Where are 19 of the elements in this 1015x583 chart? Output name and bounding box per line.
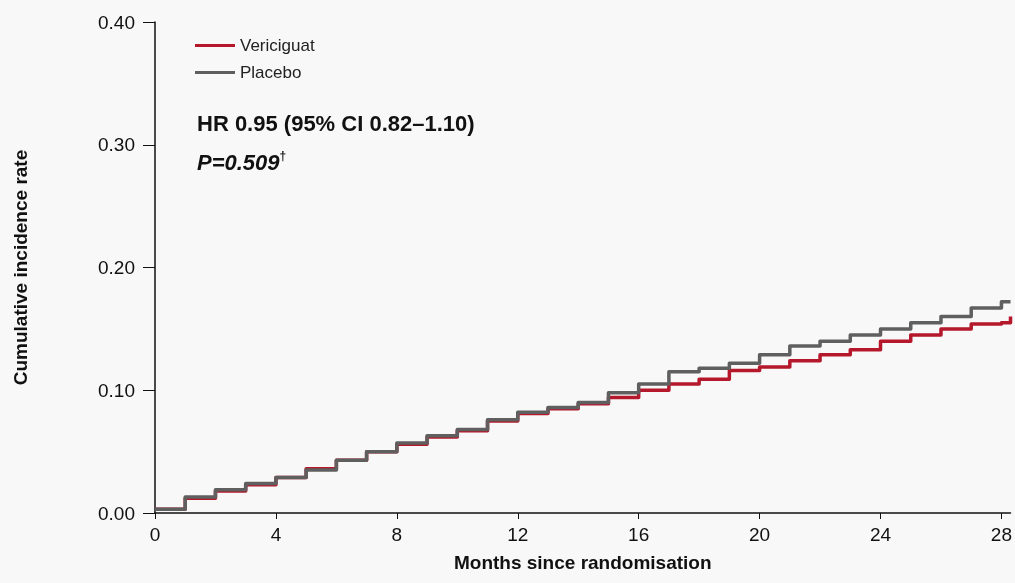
y-tick-label: 0.10 bbox=[98, 379, 135, 401]
x-tick-label: 24 bbox=[869, 524, 892, 545]
annotation: P=0.509† bbox=[197, 149, 287, 175]
x-tick-label: 4 bbox=[270, 524, 282, 545]
x-tick-label: 8 bbox=[391, 524, 403, 545]
legend-label: Vericiguat bbox=[240, 36, 315, 55]
x-tick-label: 0 bbox=[149, 524, 161, 545]
y-tick-label: 0.30 bbox=[98, 134, 135, 156]
x-tick-label: 20 bbox=[749, 524, 771, 545]
annotation: HR 0.95 (95% CI 0.82–1.10) bbox=[197, 110, 475, 136]
y-tick-label: 0.00 bbox=[98, 502, 135, 524]
legend-label: Placebo bbox=[240, 63, 302, 82]
x-axis-title: Months since randomisation bbox=[453, 552, 712, 573]
x-tick-label: 16 bbox=[628, 524, 650, 545]
y-tick-label: 0.40 bbox=[98, 11, 135, 33]
x-tick-label: 28 bbox=[990, 524, 1012, 545]
x-tick-label: 12 bbox=[507, 524, 529, 545]
y-tick-label: 0.20 bbox=[98, 257, 135, 278]
y-axis-title: Cumulative incidence rate bbox=[10, 149, 31, 386]
